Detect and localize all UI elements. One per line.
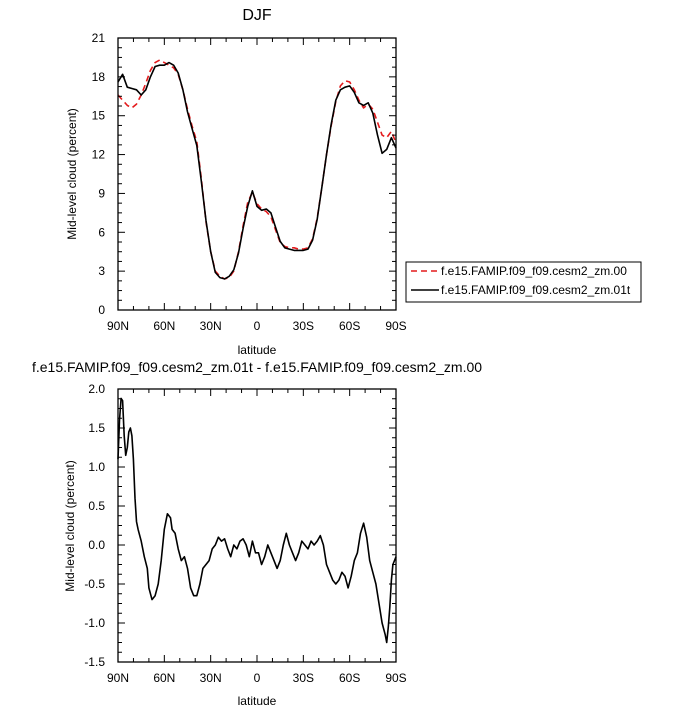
- y-tick-label: -1.0: [84, 616, 105, 630]
- bottom-chart: f.e15.FAMIP.f09_f09.cesm2_zm.01t - f.e15…: [32, 359, 482, 708]
- y-tick-label: 21: [92, 31, 106, 45]
- y-tick-label: 2.0: [88, 382, 105, 396]
- series-line-0-1: [117, 61, 397, 280]
- y-tick-label: 15: [92, 109, 106, 123]
- y-tick-label: 18: [92, 70, 106, 84]
- top-chart-plot-frame: [117, 37, 397, 311]
- y-tick-label: 0.5: [88, 499, 105, 513]
- y-tick-label: 12: [92, 148, 106, 162]
- bottom-chart-y-axis-label: Mid-level cloud (percent): [63, 460, 77, 591]
- x-tick-label: 30S: [293, 319, 314, 333]
- x-tick-label: 60N: [153, 319, 175, 333]
- x-tick-label: 0: [254, 319, 261, 333]
- top-chart-y-axis-label: Mid-level cloud (percent): [65, 108, 79, 239]
- y-tick-label: 3: [98, 264, 105, 278]
- bottom-chart-title: f.e15.FAMIP.f09_f09.cesm2_zm.01t - f.e15…: [32, 359, 482, 375]
- y-tick-label: 6: [98, 225, 105, 239]
- y-tick-label: 0.0: [88, 538, 105, 552]
- x-tick-label: 90N: [107, 319, 129, 333]
- y-tick-label: 0: [98, 303, 105, 317]
- series-line-1-0: [117, 397, 397, 644]
- legend-box: [405, 261, 642, 303]
- x-tick-label: 60N: [153, 671, 175, 685]
- legend-label-01t: f.e15.FAMIP.f09_f09.cesm2_zm.01t: [441, 283, 631, 297]
- legend-label-00: f.e15.FAMIP.f09_f09.cesm2_zm.00: [441, 264, 627, 278]
- legend: f.e15.FAMIP.f09_f09.cesm2_zm.00 f.e15.FA…: [405, 261, 642, 303]
- bottom-chart-x-axis-label: latitude: [238, 694, 277, 708]
- y-tick-label: 9: [98, 186, 105, 200]
- x-tick-label: 0: [254, 671, 261, 685]
- x-tick-label: 30S: [293, 671, 314, 685]
- x-tick-label: 90S: [385, 319, 406, 333]
- top-chart: DJF 90N 60N 30N 0 30S 60S 90S 0 3 6 9 12 15 18 21 lati…: [65, 7, 642, 357]
- x-tick-label: 30N: [200, 671, 222, 685]
- x-tick-label: 90N: [107, 671, 129, 685]
- x-tick-label: 60S: [339, 671, 360, 685]
- x-tick-label: 90S: [385, 671, 406, 685]
- top-chart-title: DJF: [242, 7, 272, 24]
- top-chart-x-axis-label: latitude: [238, 343, 277, 357]
- x-tick-label: 30N: [200, 319, 222, 333]
- y-tick-label: -1.5: [84, 655, 105, 669]
- x-tick-label: 60S: [339, 319, 360, 333]
- y-tick-label: 1.5: [88, 421, 105, 435]
- series-line-0-0: [117, 59, 397, 280]
- y-tick-label: -0.5: [84, 577, 105, 591]
- bottom-chart-plot-frame: [117, 388, 397, 663]
- y-tick-label: 1.0: [88, 460, 105, 474]
